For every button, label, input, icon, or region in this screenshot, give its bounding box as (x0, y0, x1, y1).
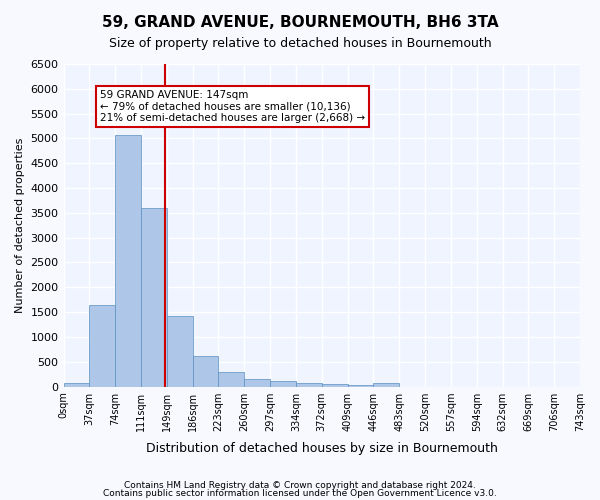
Bar (89, 304, 115, 386)
Bar (167, 316, 193, 386)
Text: Contains public sector information licensed under the Open Government Licence v3: Contains public sector information licen… (103, 488, 497, 498)
Y-axis label: Number of detached properties: Number of detached properties (15, 138, 25, 313)
Text: 59 GRAND AVENUE: 147sqm
← 79% of detached houses are smaller (10,136)
21% of sem: 59 GRAND AVENUE: 147sqm ← 79% of detache… (100, 90, 365, 123)
Bar (193, 356, 218, 386)
Text: Size of property relative to detached houses in Bournemouth: Size of property relative to detached ho… (109, 38, 491, 51)
Bar (64, 383, 89, 386)
Bar (141, 208, 167, 386)
Bar (244, 380, 270, 386)
Bar (322, 384, 347, 386)
Bar (270, 381, 296, 386)
X-axis label: Distribution of detached houses by size in Bournemouth: Distribution of detached houses by size … (146, 442, 498, 455)
Text: Contains HM Land Registry data © Crown copyright and database right 2024.: Contains HM Land Registry data © Crown c… (124, 481, 476, 490)
Bar (347, 385, 373, 386)
Bar (373, 383, 399, 386)
Bar (296, 383, 322, 386)
Bar (115, 136, 141, 386)
Bar (218, 372, 244, 386)
Text: 59, GRAND AVENUE, BOURNEMOUTH, BH6 3TA: 59, GRAND AVENUE, BOURNEMOUTH, BH6 3TA (101, 15, 499, 30)
